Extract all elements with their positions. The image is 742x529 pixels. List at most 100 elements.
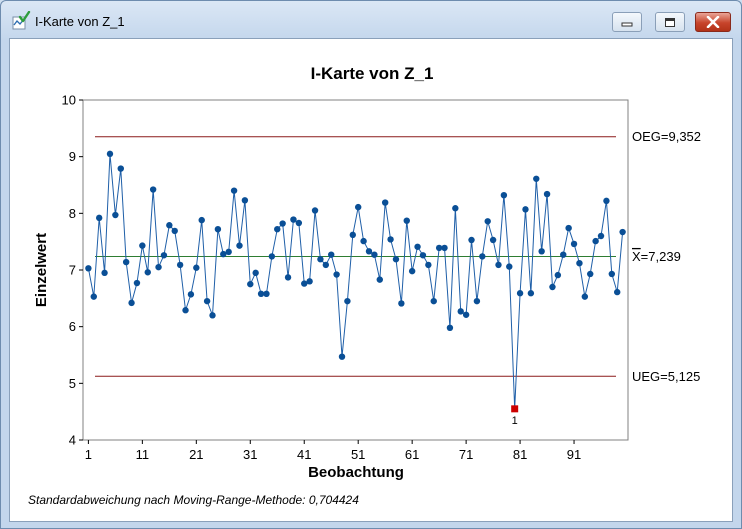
data-point [365, 248, 373, 255]
data-point [522, 206, 529, 213]
data-point [209, 312, 216, 319]
chart-title: I-Karte von Z_1 [311, 64, 434, 83]
data-point [166, 222, 173, 229]
chart-area: I-Karte von Z_1 4 5 6 7 8 9 10 1 11 21 31 41 51 61 71… [9, 38, 733, 522]
data-point [484, 218, 491, 225]
center-line-label: X=7,239 [632, 249, 681, 264]
data-point [90, 293, 97, 300]
minitab-chart-icon [12, 11, 31, 30]
close-button[interactable] [695, 12, 731, 32]
maximize-button[interactable] [655, 12, 685, 32]
data-point [489, 236, 497, 244]
y-tick-label: 10 [62, 93, 76, 108]
data-point [187, 291, 195, 298]
data-point [257, 290, 265, 297]
data-point [462, 311, 470, 318]
data-point [182, 307, 189, 314]
x-axis: 1 11 21 31 41 51 61 71 81 91 [85, 440, 581, 462]
data-point [619, 228, 626, 236]
y-axis-label: Einzelwert [33, 233, 50, 307]
data-point [128, 299, 135, 307]
series-line [87, 153, 624, 409]
data-point [106, 150, 114, 158]
x-axis-label: Beobachtung [308, 464, 404, 481]
data-point [322, 261, 330, 269]
y-tick-label: 4 [69, 433, 76, 448]
data-point [533, 175, 540, 182]
data-point [220, 250, 227, 258]
title-bar[interactable]: I-Karte von Z_1 [1, 1, 741, 37]
data-point [144, 269, 151, 276]
data-point [452, 205, 459, 212]
data-point [387, 236, 394, 243]
data-point [506, 263, 513, 270]
data-point [570, 240, 578, 248]
data-point [597, 232, 605, 240]
data-point [371, 251, 378, 258]
y-tick-label: 5 [69, 376, 76, 391]
data-point [252, 269, 259, 277]
data-point [85, 265, 92, 272]
data-point [171, 227, 178, 235]
out-of-control-points: 1 [511, 405, 519, 427]
data-point [430, 297, 437, 305]
data-point [133, 279, 141, 287]
data-point [311, 207, 319, 214]
x-tick-label: 71 [459, 447, 473, 462]
x-tick-label: 91 [567, 447, 581, 462]
data-point [398, 300, 405, 307]
data-point [95, 214, 103, 222]
x-tick-label: 51 [351, 447, 365, 462]
data-point [603, 197, 610, 205]
data-point [295, 219, 303, 227]
data-point [414, 243, 421, 250]
data-point [581, 293, 589, 300]
data-point [608, 270, 616, 278]
data-point [538, 248, 545, 255]
data-point [333, 271, 340, 278]
data-points [85, 150, 626, 360]
data-point [149, 186, 157, 193]
data-point [176, 261, 184, 269]
data-point [576, 260, 583, 267]
data-point [425, 261, 432, 269]
y-tick-label: 8 [69, 206, 76, 221]
data-point [446, 324, 454, 331]
data-point [376, 276, 383, 283]
data-point [527, 290, 535, 297]
y-tick-label: 7 [69, 263, 76, 278]
data-point [549, 283, 556, 291]
footnote: Standardabweichung nach Moving-Range-Met… [28, 493, 359, 507]
x-tick-label: 81 [513, 447, 527, 462]
data-point [435, 244, 443, 252]
data-point [408, 267, 416, 275]
data-point [225, 248, 232, 256]
data-point [495, 261, 502, 269]
data-point [479, 253, 486, 260]
data-point [560, 251, 567, 258]
x-tick-label: 21 [189, 447, 203, 462]
data-point [500, 192, 508, 199]
minimize-button[interactable] [612, 12, 642, 32]
data-point [587, 270, 594, 278]
out-of-control-point [511, 405, 519, 413]
x-tick-label: 11 [136, 447, 150, 462]
data-point [203, 297, 211, 305]
data-point [139, 242, 146, 249]
data-point [349, 231, 357, 239]
data-point [101, 269, 108, 277]
data-point [457, 308, 464, 315]
data-point [381, 199, 389, 206]
x-tick-label: 61 [405, 447, 419, 462]
data-point [554, 271, 562, 279]
data-point [306, 278, 313, 285]
center-line-symbol: X [632, 249, 641, 264]
data-point [328, 251, 335, 258]
data-point [247, 280, 254, 288]
data-point [263, 290, 270, 297]
data-point [193, 264, 200, 271]
data-point [614, 288, 621, 296]
data-point [279, 220, 286, 227]
